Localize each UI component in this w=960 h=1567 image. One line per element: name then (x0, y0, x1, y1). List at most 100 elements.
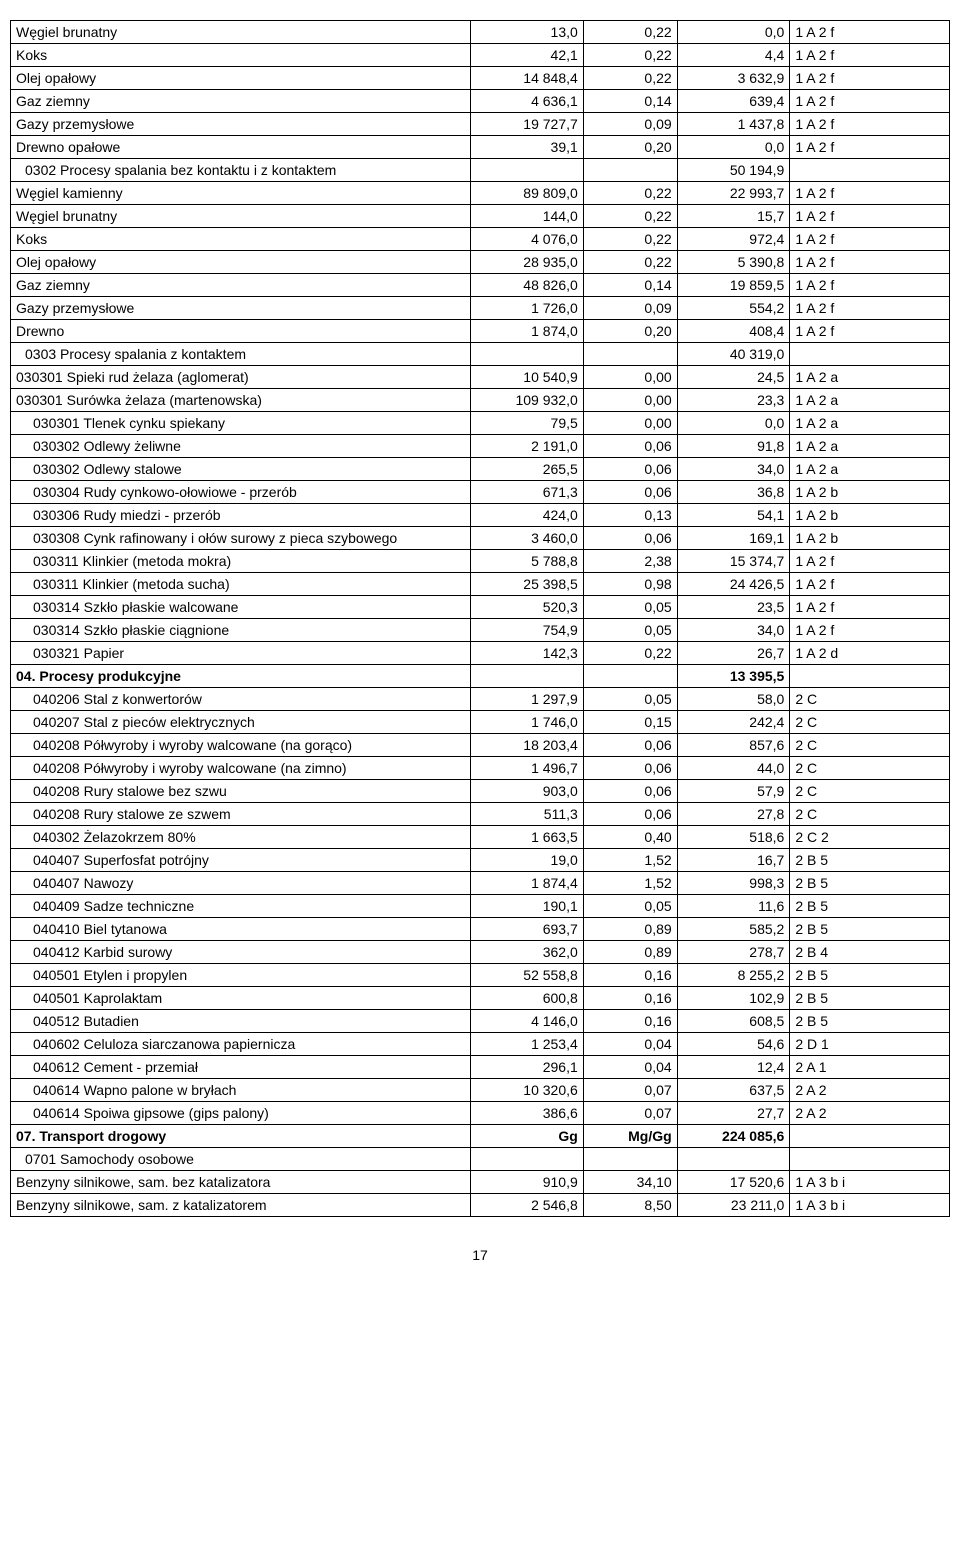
row-value-3: 12,4 (677, 1056, 790, 1079)
row-label: 040407 Superfosfat potrójny (11, 849, 471, 872)
row-code (790, 343, 950, 366)
table-row: 040407 Superfosfat potrójny19,01,5216,72… (11, 849, 950, 872)
row-label: 030304 Rudy cynkowo-ołowiowe - przerób (11, 481, 471, 504)
row-code: 1 A 2 f (790, 21, 950, 44)
table-row: Drewno1 874,00,20408,41 A 2 f (11, 320, 950, 343)
row-value-3: 639,4 (677, 90, 790, 113)
row-value-2: 1,52 (583, 849, 677, 872)
row-value-1: 19 727,7 (471, 113, 584, 136)
table-row: 04. Procesy produkcyjne 13 395,5 (11, 665, 950, 688)
row-value-2: 0,04 (583, 1056, 677, 1079)
row-value-1: 190,1 (471, 895, 584, 918)
table-row: Węgiel brunatny13,00,220,01 A 2 f (11, 21, 950, 44)
row-value-3: 23,5 (677, 596, 790, 619)
row-code: 1 A 2 f (790, 251, 950, 274)
row-code: 2 B 5 (790, 1010, 950, 1033)
row-value-1: 4 146,0 (471, 1010, 584, 1033)
row-label: 030302 Odlewy żeliwne (11, 435, 471, 458)
row-code: 1 A 2 f (790, 320, 950, 343)
row-code: 2 A 1 (790, 1056, 950, 1079)
row-code (790, 159, 950, 182)
row-code: 1 A 2 f (790, 550, 950, 573)
row-value-3: 4,4 (677, 44, 790, 67)
row-value-2: 0,06 (583, 527, 677, 550)
row-code: 2 A 2 (790, 1102, 950, 1125)
table-row: 040208 Półwyroby i wyroby walcowane (na … (11, 734, 950, 757)
row-value-3 (677, 1148, 790, 1171)
row-value-2: 0,20 (583, 136, 677, 159)
row-label: 040208 Półwyroby i wyroby walcowane (na … (11, 757, 471, 780)
row-label: 040512 Butadien (11, 1010, 471, 1033)
row-value-1: 4 636,1 (471, 90, 584, 113)
row-value-1: 2 191,0 (471, 435, 584, 458)
row-code: 2 B 5 (790, 872, 950, 895)
row-value-1: 25 398,5 (471, 573, 584, 596)
row-code: 1 A 2 f (790, 182, 950, 205)
row-label: 04. Procesy produkcyjne (11, 665, 471, 688)
row-code: 2 C (790, 780, 950, 803)
table-row: 0701 Samochody osobowe (11, 1148, 950, 1171)
table-row: 040410 Biel tytanowa693,70,89585,22 B 5 (11, 918, 950, 941)
row-code: 1 A 2 b (790, 504, 950, 527)
row-code: 2 B 4 (790, 941, 950, 964)
row-value-2: 0,00 (583, 412, 677, 435)
row-value-1: 89 809,0 (471, 182, 584, 205)
row-value-3: 3 632,9 (677, 67, 790, 90)
row-value-1: 28 935,0 (471, 251, 584, 274)
row-label: Gazy przemysłowe (11, 113, 471, 136)
row-code: 1 A 2 f (790, 573, 950, 596)
row-label: Gaz ziemny (11, 90, 471, 113)
row-value-3: 23,3 (677, 389, 790, 412)
row-value-3: 554,2 (677, 297, 790, 320)
row-value-3: 13 395,5 (677, 665, 790, 688)
row-value-2: 0,16 (583, 964, 677, 987)
table-row: 030302 Odlewy stalowe265,50,0634,01 A 2 … (11, 458, 950, 481)
row-code: 1 A 2 a (790, 458, 950, 481)
row-value-2: 0,09 (583, 113, 677, 136)
row-label: Olej opałowy (11, 67, 471, 90)
row-value-3: 16,7 (677, 849, 790, 872)
row-value-3: 102,9 (677, 987, 790, 1010)
row-code: 2 B 5 (790, 849, 950, 872)
row-code: 1 A 2 f (790, 136, 950, 159)
row-value-3: 91,8 (677, 435, 790, 458)
row-value-1: 13,0 (471, 21, 584, 44)
row-code: 1 A 2 f (790, 297, 950, 320)
row-value-1: 5 788,8 (471, 550, 584, 573)
row-value-3: 637,5 (677, 1079, 790, 1102)
row-label: 040208 Półwyroby i wyroby walcowane (na … (11, 734, 471, 757)
row-code: 1 A 2 b (790, 481, 950, 504)
row-value-3: 40 319,0 (677, 343, 790, 366)
row-value-1 (471, 343, 584, 366)
row-label: 030302 Odlewy stalowe (11, 458, 471, 481)
row-code: 1 A 2 f (790, 228, 950, 251)
row-code: 1 A 2 d (790, 642, 950, 665)
row-value-1: 693,7 (471, 918, 584, 941)
row-label: Olej opałowy (11, 251, 471, 274)
row-value-3: 58,0 (677, 688, 790, 711)
row-value-3: 0,0 (677, 21, 790, 44)
row-label: 0302 Procesy spalania bez kontaktu i z k… (11, 159, 471, 182)
row-value-1: 296,1 (471, 1056, 584, 1079)
row-value-3: 50 194,9 (677, 159, 790, 182)
row-value-3: 26,7 (677, 642, 790, 665)
row-code: 2 B 5 (790, 964, 950, 987)
table-row: Gaz ziemny4 636,10,14639,41 A 2 f (11, 90, 950, 113)
row-value-2 (583, 343, 677, 366)
row-value-1: 42,1 (471, 44, 584, 67)
row-label: 030301 Surówka żelaza (martenowska) (11, 389, 471, 412)
row-value-3: 0,0 (677, 136, 790, 159)
row-value-2: 0,22 (583, 182, 677, 205)
table-row: Węgiel brunatny144,00,2215,71 A 2 f (11, 205, 950, 228)
table-row: 040501 Etylen i propylen52 558,80,168 25… (11, 964, 950, 987)
table-row: 040208 Rury stalowe bez szwu903,00,0657,… (11, 780, 950, 803)
row-label: 0303 Procesy spalania z kontaktem (11, 343, 471, 366)
row-value-1: 910,9 (471, 1171, 584, 1194)
table-row: 030314 Szkło płaskie walcowane520,30,052… (11, 596, 950, 619)
row-code: 2 C (790, 711, 950, 734)
row-value-2 (583, 665, 677, 688)
row-value-2: 0,89 (583, 918, 677, 941)
row-value-2: 0,15 (583, 711, 677, 734)
row-code: 1 A 2 a (790, 412, 950, 435)
row-value-1: 109 932,0 (471, 389, 584, 412)
